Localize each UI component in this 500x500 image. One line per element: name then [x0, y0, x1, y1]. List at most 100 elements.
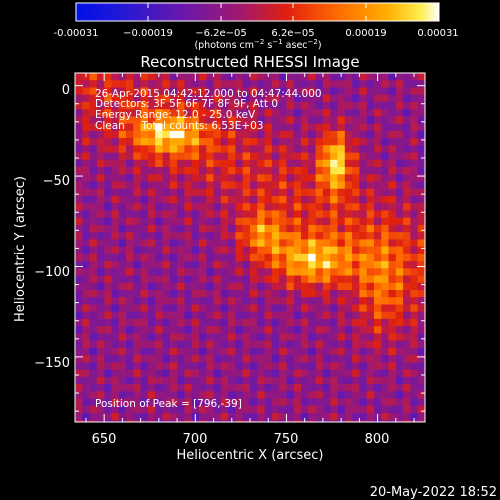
- heatmap-cell: [199, 297, 207, 305]
- heatmap-cell: [140, 196, 149, 204]
- heatmap-cell: [213, 333, 222, 342]
- heatmap-cell: [352, 261, 360, 269]
- heatmap-cell: [89, 159, 98, 168]
- heatmap-cell: [104, 196, 113, 204]
- heatmap-cell: [330, 369, 339, 378]
- heatmap-cell: [403, 152, 411, 161]
- heatmap-cell: [199, 405, 207, 414]
- annotation-detectors: Detectors: 3F 5F 6F 7F 8F 9F, Att 0: [95, 98, 278, 110]
- heatmap-cell: [374, 109, 382, 117]
- heatmap-cell: [315, 239, 324, 248]
- heatmap-cell: [75, 355, 83, 363]
- heatmap-cell: [403, 116, 411, 125]
- heatmap-cell: [315, 413, 324, 421]
- heatmap-cell: [213, 311, 222, 320]
- heatmap-cell: [75, 181, 83, 190]
- heatmap-cell: [403, 261, 411, 269]
- heatmap-cell: [410, 290, 419, 298]
- heatmap-cell: [410, 318, 419, 327]
- heatmap-cell: [330, 109, 339, 117]
- heatmap-cell: [330, 355, 339, 363]
- heatmap-cell: [199, 391, 207, 400]
- heatmap-cell: [206, 318, 215, 327]
- heatmap-cell: [250, 232, 258, 240]
- heatmap-cell: [257, 347, 266, 356]
- heatmap-cell: [126, 196, 134, 204]
- heatmap-cell: [344, 109, 353, 117]
- heatmap-cell: [388, 101, 397, 110]
- heatmap-cell: [162, 224, 171, 233]
- heatmap-cell: [381, 210, 390, 219]
- heatmap-cell: [213, 405, 222, 414]
- heatmap-cell: [191, 239, 200, 248]
- heatmap-cell: [330, 159, 339, 168]
- heatmap-cell: [417, 188, 425, 197]
- heatmap-cell: [126, 167, 134, 175]
- heatmap-cell: [417, 167, 425, 175]
- heatmap-cell: [286, 232, 295, 240]
- heatmap-cell: [140, 347, 149, 356]
- heatmap-cell: [301, 326, 309, 334]
- heatmap-cell: [206, 217, 215, 226]
- heatmap-cell: [169, 282, 178, 291]
- heatmap-cell: [388, 109, 397, 117]
- heatmap-cell: [199, 138, 207, 146]
- heatmap-cell: [293, 297, 302, 305]
- heatmap-cell: [403, 123, 411, 132]
- heatmap-cell: [242, 73, 251, 81]
- heatmap-cell: [403, 253, 411, 262]
- heatmap-cell: [271, 362, 280, 371]
- heatmap-cell: [111, 188, 120, 197]
- heatmap-cell: [75, 376, 83, 385]
- heatmap-cell: [89, 167, 98, 175]
- heatmap-cell: [301, 340, 309, 349]
- heatmap-cell: [388, 123, 397, 132]
- heatmap-cell: [301, 196, 309, 204]
- heatmap-cell: [337, 362, 346, 371]
- heatmap-cell: [250, 130, 258, 139]
- heatmap-cell: [177, 304, 185, 313]
- heatmap-cell: [126, 73, 134, 81]
- heatmap-cell: [395, 224, 404, 233]
- heatmap-cell: [155, 311, 164, 320]
- annotation-energy-range: Energy Range: 12.0 - 25.0 keV: [95, 109, 256, 121]
- heatmap-cell: [257, 391, 266, 400]
- heatmap-cell: [315, 224, 324, 233]
- heatmap-cell: [126, 253, 134, 262]
- heatmap-cell: [126, 304, 134, 313]
- heatmap-cell: [366, 340, 375, 349]
- heatmap-cell: [250, 203, 258, 211]
- heatmap-cell: [359, 282, 368, 291]
- heatmap-cell: [366, 73, 375, 81]
- heatmap-cell: [140, 109, 149, 117]
- heatmap-cell: [235, 253, 244, 262]
- heatmap-cell: [403, 311, 411, 320]
- heatmap-cell: [374, 94, 382, 103]
- heatmap-cell: [147, 203, 156, 211]
- heatmap-cell: [199, 232, 207, 240]
- heatmap-cell: [337, 398, 346, 407]
- heatmap-cell: [395, 347, 404, 356]
- heatmap-cell: [279, 297, 288, 305]
- heatmap-cell: [330, 268, 339, 277]
- heatmap-cell: [213, 217, 222, 226]
- heatmap-cell: [315, 369, 324, 378]
- heatmap-cell: [330, 362, 339, 371]
- heatmap-cell: [381, 355, 390, 363]
- heatmap-cell: [242, 109, 251, 117]
- heatmap-cell: [366, 196, 375, 204]
- heatmap-cell: [220, 101, 229, 110]
- heatmap-cell: [169, 217, 178, 226]
- heatmap-cell: [75, 261, 83, 269]
- heatmap-cell: [133, 398, 142, 407]
- heatmap-cell: [111, 405, 120, 414]
- heatmap-cell: [191, 101, 200, 110]
- heatmap-cell: [381, 282, 390, 291]
- heatmap-cell: [133, 318, 142, 327]
- heatmap-cell: [279, 311, 288, 320]
- heatmap-cell: [330, 261, 339, 269]
- heatmap-cell: [388, 369, 397, 378]
- heatmap-cell: [206, 333, 215, 342]
- heatmap-cell: [140, 80, 149, 88]
- heatmap-cell: [330, 304, 339, 313]
